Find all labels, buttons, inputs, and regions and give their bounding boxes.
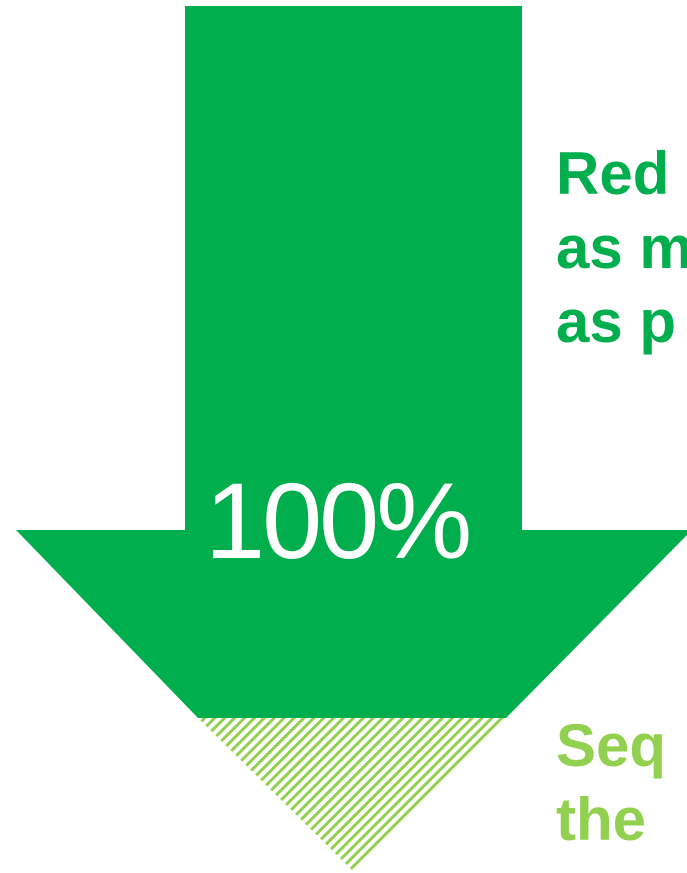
top-callout-line-3: as p [556,288,677,355]
bottom-callout-text: Seq the [556,709,666,857]
arrow-hatched-tip [198,718,506,870]
percent-label: 100% [205,460,472,581]
arrow-solid-body [16,6,687,718]
bottom-callout-line-2: the [556,786,646,853]
top-callout-text: Red as m as p [556,137,687,359]
top-callout-line-2: as m [556,214,687,281]
top-callout-line-1: Red [556,140,670,207]
bottom-callout-line-1: Seq [556,712,667,779]
